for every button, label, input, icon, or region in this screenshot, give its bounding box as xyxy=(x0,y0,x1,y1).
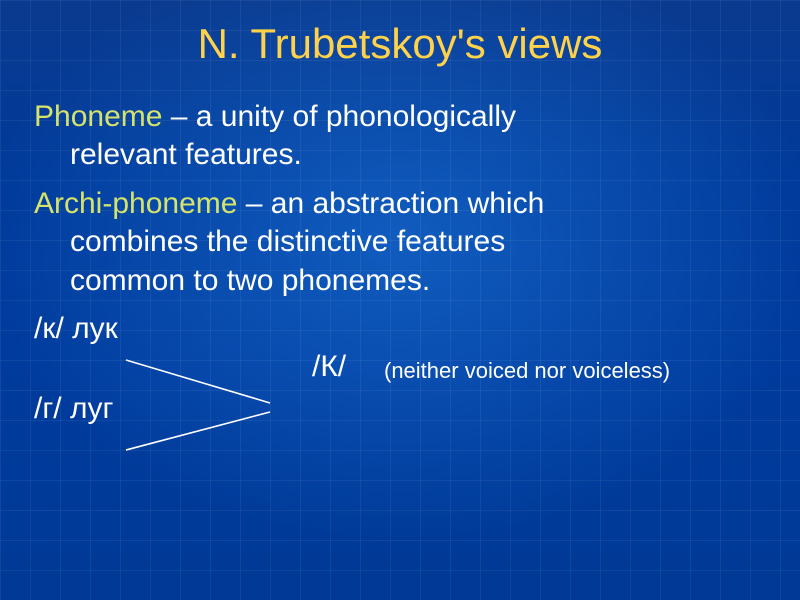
term-phoneme: Phoneme xyxy=(34,100,162,133)
archi-line: /К/ (neither voiced nor voiceless) xyxy=(34,348,766,390)
archi-cont2: common to two phonemes. xyxy=(34,262,766,300)
slide-content: Phoneme – a unity of phonologically rele… xyxy=(34,98,766,429)
phoneme-def: Phoneme – a unity of phonologically rele… xyxy=(34,98,766,175)
slide-title: N. Trubetskoy's views xyxy=(0,20,800,68)
term-archi: Archi-phoneme xyxy=(34,187,237,220)
example-2: /г/ луг xyxy=(34,390,766,428)
example-1: /к/ лук xyxy=(34,310,766,348)
phoneme-cont: relevant features. xyxy=(34,136,766,174)
title-text: N. Trubetskoy's views xyxy=(198,20,603,67)
archi-def: Archi-phoneme – an abstraction which com… xyxy=(34,185,766,300)
archi-rest: – an abstraction which xyxy=(237,187,544,220)
archi-note: (neither voiced nor voiceless) xyxy=(384,358,670,384)
phoneme-rest: – a unity of phonologically xyxy=(162,100,516,133)
archi-cont1: combines the distinctive features xyxy=(34,223,766,261)
archi-symbol: /К/ xyxy=(312,350,346,384)
